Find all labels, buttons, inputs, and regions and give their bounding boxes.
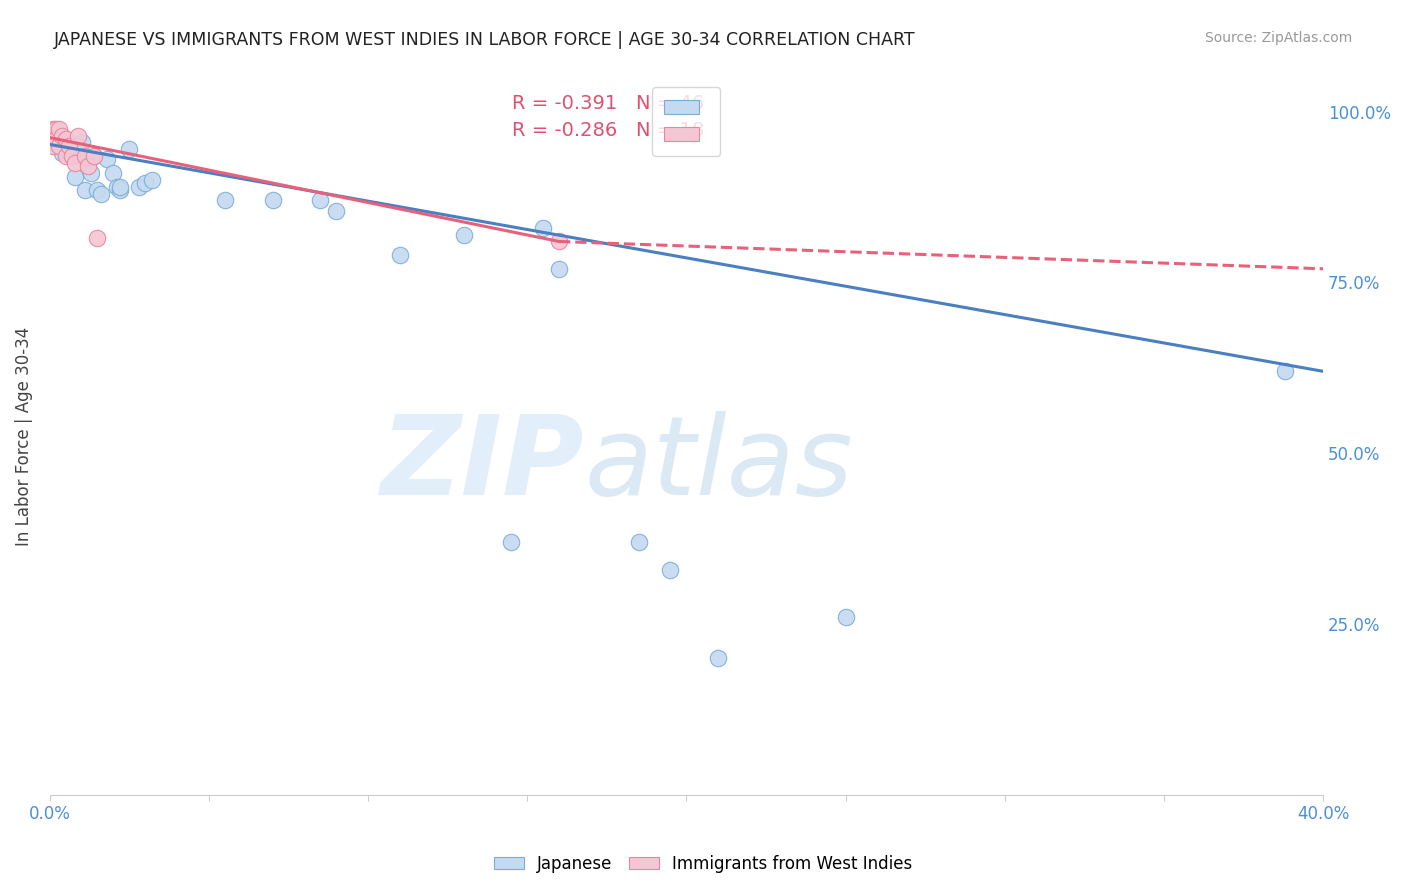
Point <box>58 142 80 156</box>
Point <box>63 156 86 170</box>
Point <box>55 145 77 160</box>
Point <box>60 142 83 156</box>
Point <box>659 562 682 576</box>
Point <box>80 166 103 180</box>
Point <box>73 183 96 197</box>
Point <box>42 121 65 136</box>
Point <box>42 138 65 153</box>
Point <box>501 535 523 549</box>
Legend: Japanese, Immigrants from West Indies: Japanese, Immigrants from West Indies <box>486 848 920 880</box>
Point <box>45 132 67 146</box>
Point <box>128 179 150 194</box>
Point <box>103 166 125 180</box>
Point <box>60 149 83 163</box>
Point <box>76 153 98 167</box>
Point <box>141 173 163 187</box>
Point <box>1274 364 1296 378</box>
Point <box>325 203 347 218</box>
Text: ZIP: ZIP <box>381 411 585 518</box>
Point <box>51 145 73 160</box>
Point <box>83 149 105 163</box>
Point <box>73 149 96 163</box>
Point <box>45 132 67 146</box>
Point <box>55 149 77 163</box>
Text: JAPANESE VS IMMIGRANTS FROM WEST INDIES IN LABOR FORCE | AGE 30-34 CORRELATION C: JAPANESE VS IMMIGRANTS FROM WEST INDIES … <box>53 31 915 49</box>
Point <box>48 132 70 146</box>
Point <box>55 132 77 146</box>
Point <box>548 235 571 249</box>
Point <box>531 220 554 235</box>
Point <box>67 128 90 143</box>
Point <box>262 194 284 208</box>
Point <box>60 149 83 163</box>
Point <box>67 138 90 153</box>
Text: R = -0.286   N = 18: R = -0.286 N = 18 <box>512 121 704 140</box>
Point <box>834 610 856 624</box>
Point <box>134 177 156 191</box>
Point <box>51 128 73 143</box>
Legend: , : , <box>652 87 720 156</box>
Point <box>96 153 118 167</box>
Point <box>63 169 86 184</box>
Point <box>108 183 131 197</box>
Point <box>214 194 236 208</box>
Point <box>70 136 93 150</box>
Point <box>108 179 131 194</box>
Point <box>83 149 105 163</box>
Point <box>70 149 93 163</box>
Point <box>86 231 108 245</box>
Point <box>58 145 80 160</box>
Point <box>86 183 108 197</box>
Point <box>105 179 128 194</box>
Text: atlas: atlas <box>585 411 853 518</box>
Text: R = -0.391   N = 46: R = -0.391 N = 46 <box>512 94 704 113</box>
Point <box>90 186 112 201</box>
Text: Source: ZipAtlas.com: Source: ZipAtlas.com <box>1205 31 1353 45</box>
Point <box>309 194 332 208</box>
Point <box>707 651 730 665</box>
Point <box>55 138 77 153</box>
Point <box>548 261 571 276</box>
Point <box>388 248 411 262</box>
Point <box>453 227 475 242</box>
Point <box>48 138 70 153</box>
Point <box>118 142 141 156</box>
Point <box>51 138 73 153</box>
Point <box>42 132 65 146</box>
Point <box>76 159 98 173</box>
Point <box>63 145 86 160</box>
Point <box>45 121 67 136</box>
Point <box>627 535 650 549</box>
Point <box>48 121 70 136</box>
Y-axis label: In Labor Force | Age 30-34: In Labor Force | Age 30-34 <box>15 326 32 546</box>
Point <box>48 138 70 153</box>
Point <box>58 138 80 153</box>
